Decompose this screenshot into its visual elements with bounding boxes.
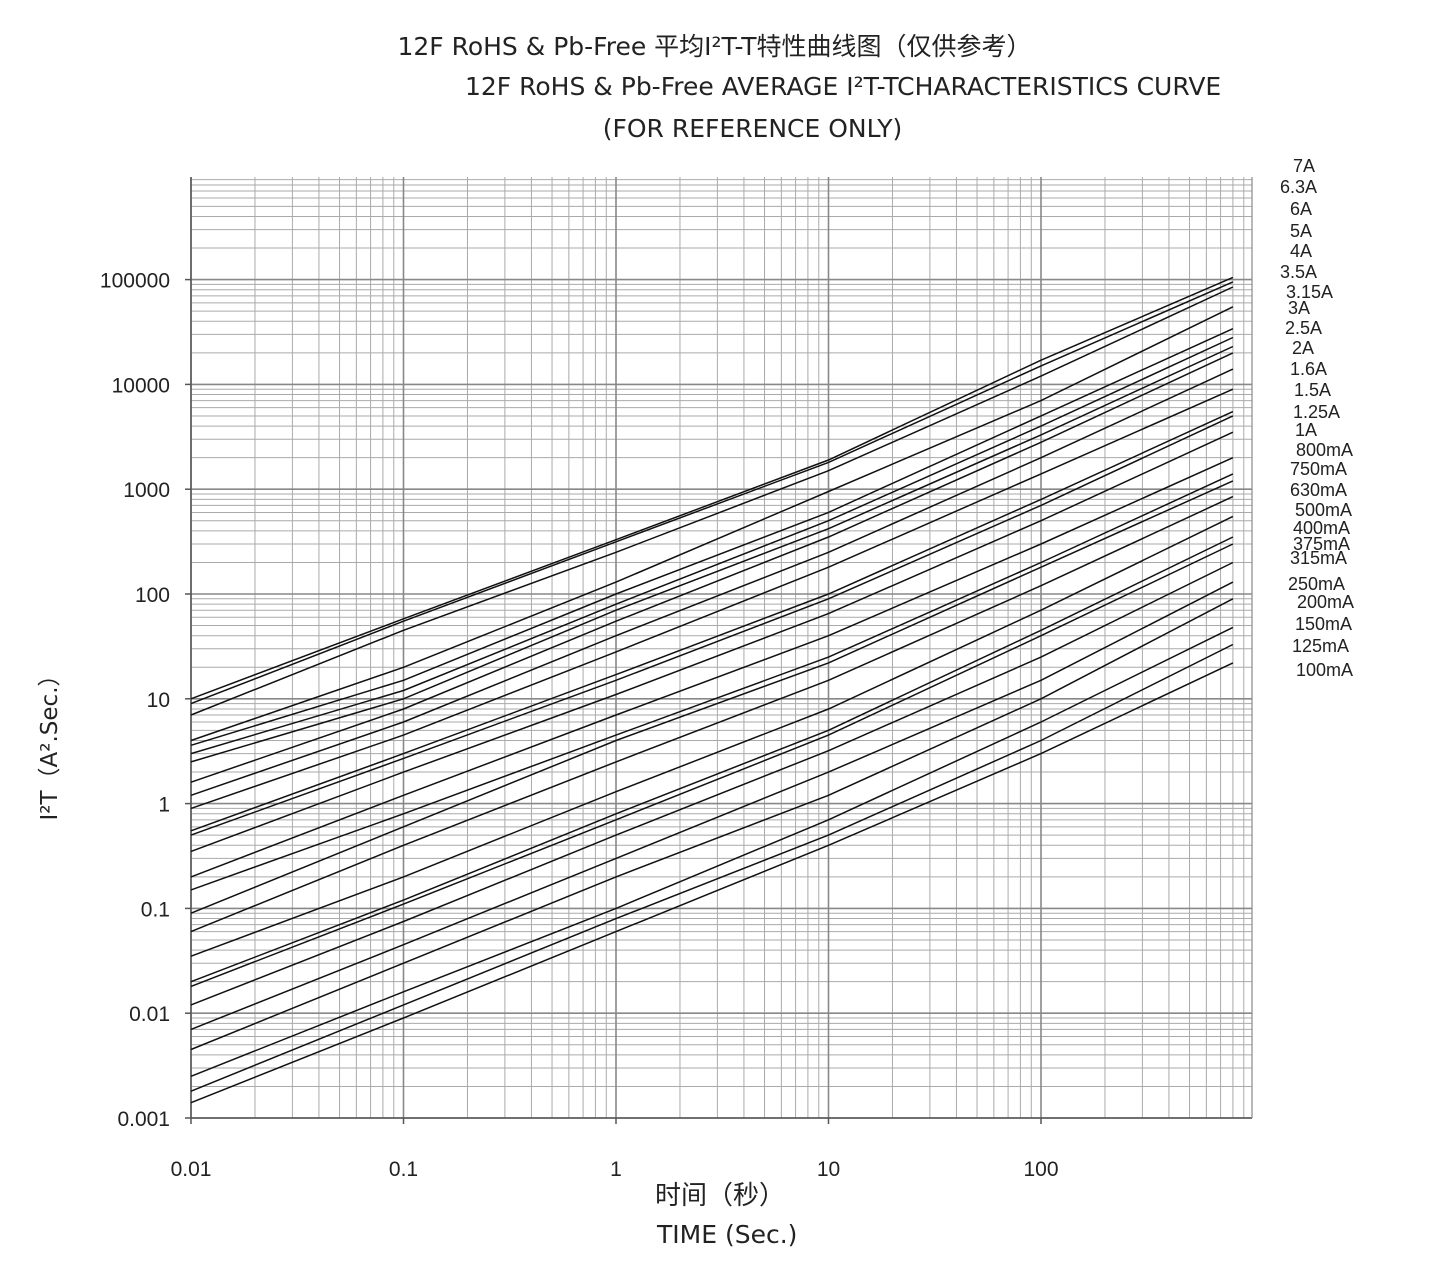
- series-line: [190, 431, 1234, 853]
- series-line: [190, 368, 1234, 797]
- legend-label: 1.6A: [1290, 359, 1327, 379]
- series-line: [190, 306, 1234, 742]
- legend-label: 100mA: [1296, 660, 1353, 680]
- y-tick-label: 1: [158, 794, 170, 817]
- chart-subtitle-reference: (FOR REFERENCE ONLY): [602, 114, 903, 143]
- x-tick-label: 0.01: [171, 1158, 212, 1181]
- series-line: [190, 345, 1234, 763]
- series-line: [190, 328, 1234, 747]
- series-line: [190, 543, 1234, 988]
- legend-label: 400mA: [1293, 518, 1350, 538]
- chart-title: 12F RoHS & Pb-Free 平均I²T-T特性曲线图（仅供参考）: [397, 32, 1032, 61]
- series-line: [190, 598, 1234, 1051]
- x-tick-label: 1: [610, 1158, 622, 1181]
- legend-label: 1A: [1295, 420, 1317, 440]
- y-tick-label: 10000: [112, 374, 170, 397]
- minor-gridlines: [191, 177, 1252, 1118]
- y-tick-label: 100000: [100, 270, 170, 293]
- series-line: [190, 561, 1234, 1006]
- legend-label: 630mA: [1290, 480, 1347, 500]
- y-axis-label: I²T（A².Sec.）: [37, 663, 63, 821]
- series-line: [190, 457, 1234, 878]
- legend-label: 3A: [1288, 298, 1310, 318]
- y-tick-label: 0.01: [129, 1003, 170, 1026]
- major-gridlines: [190, 177, 1252, 1119]
- legend-label: 250mA: [1288, 574, 1345, 594]
- legend-label: 150mA: [1295, 614, 1352, 634]
- legend: 7A6.3A6A5A4A3.5A3.15A3A2.5A2A1.6A1.5A1.2…: [1280, 156, 1354, 680]
- x-tick-label: 0.1: [389, 1158, 418, 1181]
- legend-label: 7A: [1293, 156, 1315, 176]
- legend-label: 1.25A: [1293, 402, 1340, 422]
- legend-label: 500mA: [1295, 500, 1352, 520]
- series-line: [190, 581, 1234, 1031]
- legend-label: 375mA: [1293, 534, 1350, 554]
- chart-subtitle: 12F RoHS & Pb-Free AVERAGE I²T-TCHARACTE…: [465, 72, 1222, 101]
- legend-label: 315mA: [1290, 548, 1347, 568]
- series-line: [190, 388, 1234, 810]
- series-lines: [190, 276, 1234, 1104]
- y-tick-labels: 0.001 0.01 0.1 1 10 100 1000 10000 100000: [100, 270, 170, 1131]
- legend-label: 6A: [1290, 199, 1312, 219]
- series-line: [190, 515, 1234, 957]
- series-line: [190, 410, 1234, 832]
- series-line: [190, 281, 1234, 705]
- series-line: [190, 643, 1234, 1092]
- y-tick-label: 10: [147, 689, 170, 712]
- x-axis-label-cn: 时间（秒）: [655, 1181, 786, 1211]
- legend-label: 2.5A: [1285, 318, 1322, 338]
- legend-label: 800mA: [1296, 440, 1353, 460]
- x-tick-label: 10: [817, 1158, 840, 1181]
- series-line: [190, 495, 1234, 933]
- series-line: [190, 662, 1234, 1104]
- y-tick-label: 0.1: [141, 898, 170, 921]
- axes: [185, 177, 1253, 1124]
- legend-label: 2A: [1292, 338, 1314, 358]
- series-line: [190, 286, 1234, 716]
- y-tick-label: 0.001: [117, 1108, 170, 1131]
- legend-label: 5A: [1290, 221, 1312, 241]
- x-tick-labels: 0.01 0.1 1 10 100: [171, 1158, 1059, 1181]
- x-tick-label: 100: [1023, 1158, 1058, 1181]
- series-line: [190, 415, 1234, 836]
- series-line: [190, 626, 1234, 1077]
- legend-label: 1.5A: [1294, 380, 1331, 400]
- legend-label: 200mA: [1297, 592, 1354, 612]
- series-line: [190, 480, 1234, 914]
- x-axis-label: TIME (Sec.): [657, 1220, 798, 1249]
- series-line: [190, 536, 1234, 983]
- legend-label: 3.5A: [1280, 262, 1317, 282]
- y-tick-label: 1000: [123, 479, 170, 502]
- legend-label: 3.15A: [1286, 282, 1333, 302]
- series-line: [190, 336, 1234, 755]
- series-line: [190, 473, 1234, 891]
- legend-label: 125mA: [1292, 636, 1349, 656]
- legend-label: 6.3A: [1280, 177, 1317, 197]
- legend-label: 750mA: [1290, 459, 1347, 479]
- y-tick-label: 100: [135, 584, 170, 607]
- series-line: [190, 276, 1234, 700]
- legend-label: 4A: [1290, 241, 1312, 261]
- series-line: [190, 352, 1234, 783]
